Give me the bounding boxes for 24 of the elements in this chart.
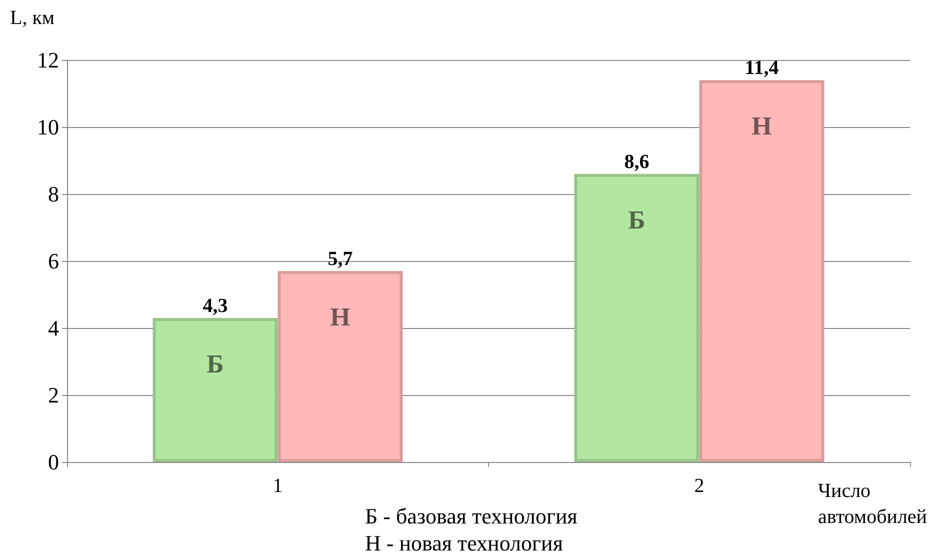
data-label: 5,7 xyxy=(328,248,353,270)
x-tick-label: 1 xyxy=(272,475,283,497)
y-tick-label: 2 xyxy=(48,382,59,408)
data-label: 11,4 xyxy=(744,57,779,80)
y-tick-label: 8 xyxy=(48,182,59,206)
y-tick-label: 0 xyxy=(48,450,59,474)
text: Н - новая технология xyxy=(365,530,563,556)
y-axis-title: L, км xyxy=(10,7,55,29)
x-axis-title: Число автомобилей xyxy=(818,480,928,528)
bar xyxy=(699,80,824,462)
y-tick-label: 10 xyxy=(37,114,59,140)
data-label: 8,6 xyxy=(624,150,650,173)
y-tick-label: 4 xyxy=(48,316,59,340)
text: Б xyxy=(628,205,646,234)
series-label: Н xyxy=(330,302,350,332)
y-tick-label: 6 xyxy=(48,248,59,274)
bar xyxy=(278,271,403,462)
text: Б - базовая технология xyxy=(365,504,578,528)
bar xyxy=(152,318,278,462)
text: Н xyxy=(752,112,772,141)
series-label: Б xyxy=(206,349,224,378)
y-tick-label: 12 xyxy=(37,48,59,72)
data-label: 4,3 xyxy=(202,294,228,317)
bar xyxy=(574,174,700,462)
